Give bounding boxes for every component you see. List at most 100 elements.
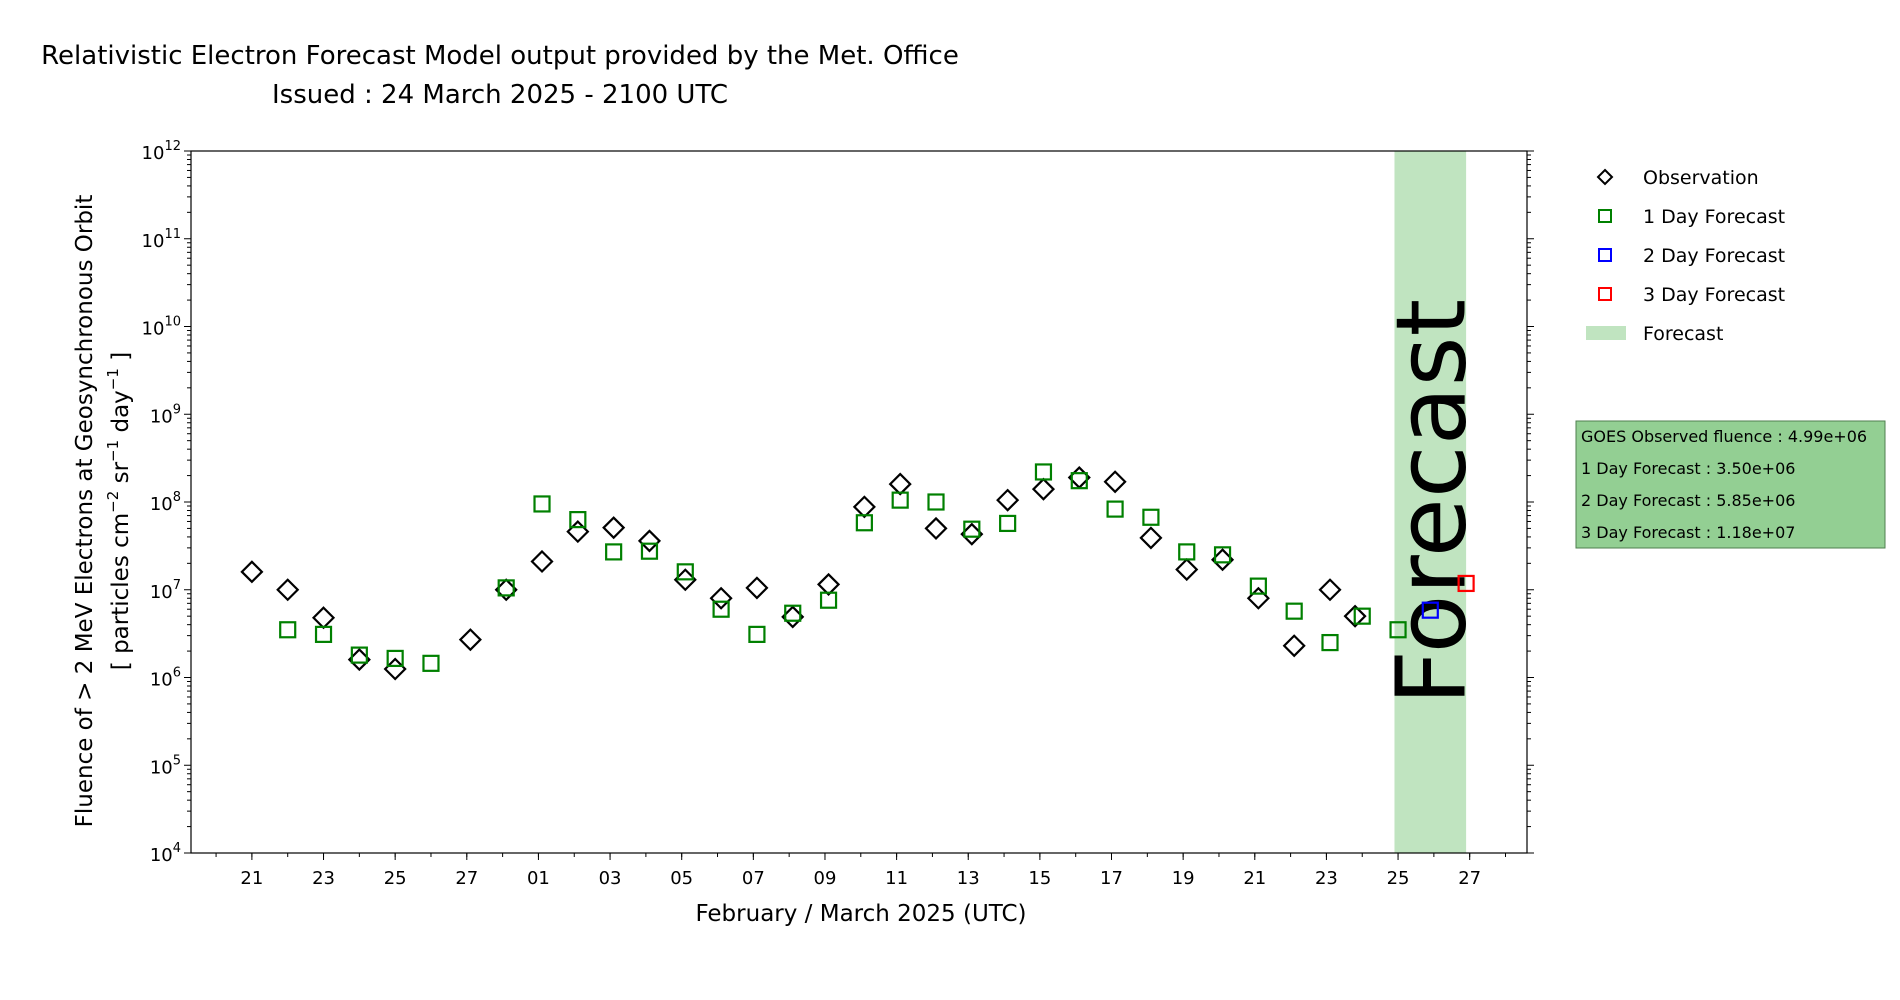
data-point (676, 563, 694, 581)
data-point (816, 572, 841, 596)
y-tick-label: 107 (150, 578, 181, 603)
x-tick-label: 15 (1028, 868, 1051, 889)
y-tick-label: 1010 (142, 315, 181, 340)
y-axis-label-line1: Fluence of > 2 MeV Electrons at Geosynch… (72, 195, 98, 828)
data-point (311, 606, 336, 630)
x-tick-label: 25 (384, 868, 407, 889)
y-tick-label: 105 (150, 753, 181, 778)
chart-title: Relativistic Electron Forecast Model out… (41, 41, 959, 71)
data-point (963, 520, 981, 538)
data-point (712, 600, 730, 618)
info-line-1day: 1 Day Forecast : 3.50e+06 (1581, 459, 1795, 478)
data-point (927, 493, 945, 511)
data-point (1318, 578, 1342, 602)
data-point (276, 578, 300, 602)
data-point (1389, 621, 1407, 639)
data-point (855, 514, 873, 532)
forecast-band (1394, 151, 1467, 853)
data-point (819, 591, 838, 609)
legend-swatch (1598, 287, 1612, 301)
data-point (1070, 472, 1088, 490)
data-point (1213, 546, 1232, 564)
legend-label: 3 Day Forecast (1643, 284, 1785, 306)
x-tick-label: 19 (1172, 868, 1195, 889)
legend-swatch (1596, 168, 1614, 186)
legend-swatch (1586, 326, 1626, 340)
y-axis-label-line2: [ particles cm−2 sr−1 day−1 ] (104, 352, 134, 670)
data-point (458, 628, 482, 652)
legend-label: 1 Day Forecast (1643, 206, 1785, 228)
series-3-day-forecast (1457, 574, 1475, 593)
data-point (1353, 607, 1371, 625)
forecast-band-label: Forecast (1375, 299, 1487, 705)
data-point (314, 625, 333, 643)
data-point (350, 646, 368, 664)
legend-label: Observation (1643, 167, 1759, 189)
x-tick-label: 05 (670, 868, 693, 889)
data-point (1246, 586, 1270, 610)
info-box-background (1575, 420, 1886, 549)
legend-swatch (1598, 248, 1612, 262)
y-tick-label: 1011 (142, 227, 181, 252)
data-point (891, 491, 909, 509)
data-point (1178, 543, 1196, 561)
x-tick-label: 27 (455, 868, 478, 889)
data-point (533, 495, 551, 513)
data-point (1139, 526, 1163, 550)
data-point (1034, 463, 1053, 481)
x-tick-label: 07 (742, 868, 765, 889)
y-tick-label: 108 (150, 490, 181, 515)
data-point (1457, 574, 1475, 593)
data-point (422, 654, 440, 672)
info-line-2day: 2 Day Forecast : 5.85e+06 (1581, 491, 1795, 510)
data-point (279, 621, 297, 639)
series-2-day-forecast (1421, 601, 1439, 619)
data-point (1249, 577, 1267, 595)
data-point (386, 649, 404, 668)
data-point (566, 520, 590, 544)
data-point (1282, 634, 1306, 658)
series-observation (240, 465, 1367, 681)
data-point (888, 472, 912, 496)
x-tick-label: 11 (885, 868, 908, 889)
data-point (745, 576, 769, 600)
data-point (1031, 477, 1056, 501)
data-point (852, 495, 876, 519)
legend: Observation 1 Day Forecast 2 Day Forecast 3… (1586, 167, 1785, 345)
data-point (924, 516, 948, 540)
info-line-3day: 3 Day Forecast : 1.18e+07 (1581, 523, 1795, 542)
data-point (569, 511, 587, 529)
x-tick-label: 25 (1387, 868, 1410, 889)
y-tick-label: 106 (150, 666, 181, 691)
data-point (640, 542, 659, 560)
x-tick-label: 23 (312, 868, 335, 889)
y-tick-label: 109 (150, 402, 181, 427)
data-point (1343, 604, 1367, 628)
x-tick-label: 23 (1315, 868, 1338, 889)
y-axis-label: Fluence of > 2 MeV Electrons at Geosynch… (72, 195, 134, 828)
data-point (637, 529, 662, 553)
legend-label: 2 Day Forecast (1643, 245, 1785, 267)
data-point (1103, 470, 1127, 494)
legend-swatch (1598, 209, 1612, 223)
data-point (748, 625, 766, 643)
x-tick-label: 03 (599, 868, 622, 889)
data-point (605, 543, 623, 561)
plot-area: Forecast 104 105 106 107 108 109 1010 1011 1012 21… (142, 139, 1534, 889)
x-tick-label: 13 (957, 868, 980, 889)
chart-subtitle: Issued : 24 March 2025 - 2100 UTC (272, 80, 728, 110)
data-point (1285, 602, 1303, 620)
data-point (240, 560, 264, 584)
y-tick-label: 1012 (142, 139, 181, 164)
x-tick-label: 21 (1243, 868, 1266, 889)
data-point (999, 514, 1017, 533)
series-1-day-forecast (279, 463, 1407, 672)
y-tick-label: 104 (150, 841, 181, 866)
x-tick-label: 27 (1458, 868, 1481, 889)
x-tick-label: 09 (814, 868, 837, 889)
legend-label: Forecast (1643, 323, 1723, 345)
x-tick-label: 17 (1100, 868, 1123, 889)
data-point (996, 488, 1020, 512)
x-tick-label: 21 (240, 868, 263, 889)
